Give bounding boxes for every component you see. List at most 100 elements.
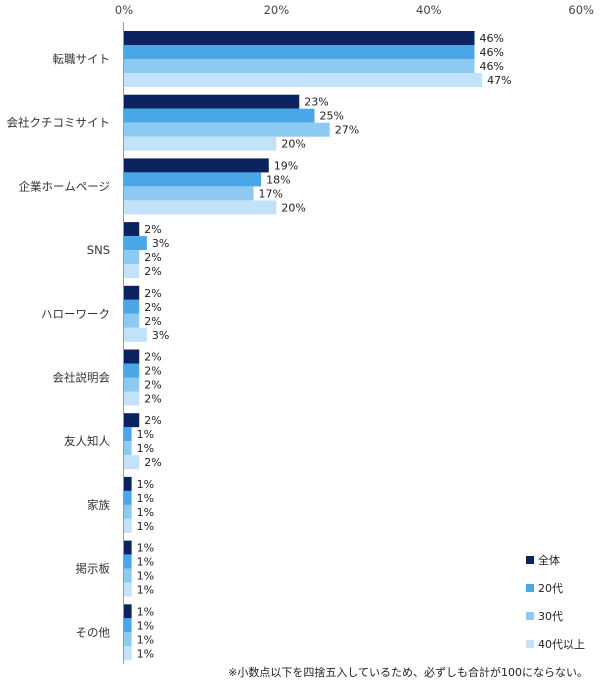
bar <box>124 646 132 661</box>
data-label: 23% <box>304 96 328 109</box>
data-label: 20% <box>281 201 305 214</box>
data-label: 2% <box>144 379 161 392</box>
bar <box>124 427 132 442</box>
x-tick-label: 0% <box>115 3 133 17</box>
bar <box>124 250 140 265</box>
bar <box>124 172 262 187</box>
data-label: 1% <box>137 570 154 583</box>
data-label: 1% <box>137 647 154 660</box>
data-label: 2% <box>144 456 161 469</box>
data-label: 1% <box>137 492 154 505</box>
bar <box>124 618 132 633</box>
bar <box>124 455 140 470</box>
footnote: ※小数点以下を四捨五入しているため、必ずしも合計が100にならない。 <box>228 665 588 679</box>
x-tick-label: 60% <box>568 3 594 17</box>
bar <box>124 158 269 173</box>
bar <box>124 391 140 406</box>
data-label: 1% <box>137 556 154 569</box>
legend-label: 30代 <box>538 610 563 623</box>
data-label: 47% <box>487 74 511 87</box>
bar <box>124 299 140 314</box>
data-label: 1% <box>137 542 154 555</box>
data-label: 3% <box>152 237 169 250</box>
bar <box>124 582 132 597</box>
data-label: 1% <box>137 428 154 441</box>
bar <box>124 45 475 59</box>
category-label: その他 <box>76 625 111 639</box>
data-label: 2% <box>144 351 161 364</box>
data-label: 1% <box>137 584 154 597</box>
data-label: 19% <box>274 159 298 172</box>
bar <box>124 31 475 45</box>
bar <box>124 59 475 73</box>
data-label: 1% <box>137 478 154 491</box>
bars <box>124 31 483 661</box>
data-label: 17% <box>259 187 283 200</box>
bar <box>124 222 140 237</box>
data-label: 2% <box>144 287 161 300</box>
data-label: 1% <box>137 619 154 632</box>
x-tick-label: 40% <box>416 3 442 17</box>
data-label: 1% <box>137 605 154 618</box>
bar <box>124 490 132 505</box>
data-label: 2% <box>144 393 161 406</box>
legend-swatch <box>526 556 534 564</box>
bar <box>124 136 277 151</box>
x-axis-ticks: 0% 20% 40% 60% <box>115 3 594 17</box>
data-label: 2% <box>144 315 161 328</box>
x-tick-label: 20% <box>264 3 290 17</box>
category-label: 会社説明会 <box>53 371 111 385</box>
data-label: 1% <box>137 633 154 646</box>
data-label: 3% <box>152 329 169 342</box>
bar <box>124 236 147 251</box>
bar <box>124 200 277 215</box>
bar <box>124 327 147 342</box>
legend: 全体 20代 30代 40代以上 <box>526 553 585 651</box>
data-label: 1% <box>137 520 154 533</box>
bar <box>124 186 254 201</box>
bar <box>124 632 132 647</box>
bar <box>124 285 140 300</box>
bar <box>124 264 140 279</box>
data-label: 2% <box>144 301 161 314</box>
data-label: 18% <box>266 173 290 186</box>
data-label: 27% <box>335 124 359 137</box>
bar <box>124 73 483 87</box>
data-label: 2% <box>144 223 161 236</box>
legend-label: 20代 <box>538 582 563 595</box>
data-label: 1% <box>137 506 154 519</box>
data-label: 2% <box>144 251 161 264</box>
category-label: 企業ホームページ <box>19 179 110 193</box>
bar <box>124 94 300 109</box>
legend-label: 40代以上 <box>538 638 585 651</box>
legend-swatch <box>526 640 534 648</box>
bar <box>124 476 132 491</box>
data-label: 2% <box>144 365 161 378</box>
category-label: 掲示板 <box>76 562 111 576</box>
bar <box>124 313 140 328</box>
bar <box>124 363 140 378</box>
data-label: 1% <box>137 442 154 455</box>
bar <box>124 108 315 123</box>
category-label: 友人知人 <box>64 434 110 448</box>
legend-swatch <box>526 584 534 592</box>
bar <box>124 554 132 569</box>
legend-swatch <box>526 612 534 620</box>
data-label: 2% <box>144 265 161 278</box>
bar <box>124 441 132 456</box>
category-label: SNS <box>87 243 110 257</box>
bar <box>124 518 132 533</box>
bar <box>124 504 132 519</box>
data-label: 2% <box>144 414 161 427</box>
bar <box>124 122 330 137</box>
data-label: 25% <box>320 110 344 123</box>
data-label: 46% <box>480 46 504 59</box>
bar <box>124 413 140 428</box>
category-label: ハローワーク <box>41 307 110 321</box>
bar <box>124 349 140 364</box>
category-label: 会社クチコミサイト <box>7 116 111 130</box>
data-label: 20% <box>281 138 305 151</box>
bar <box>124 377 140 392</box>
